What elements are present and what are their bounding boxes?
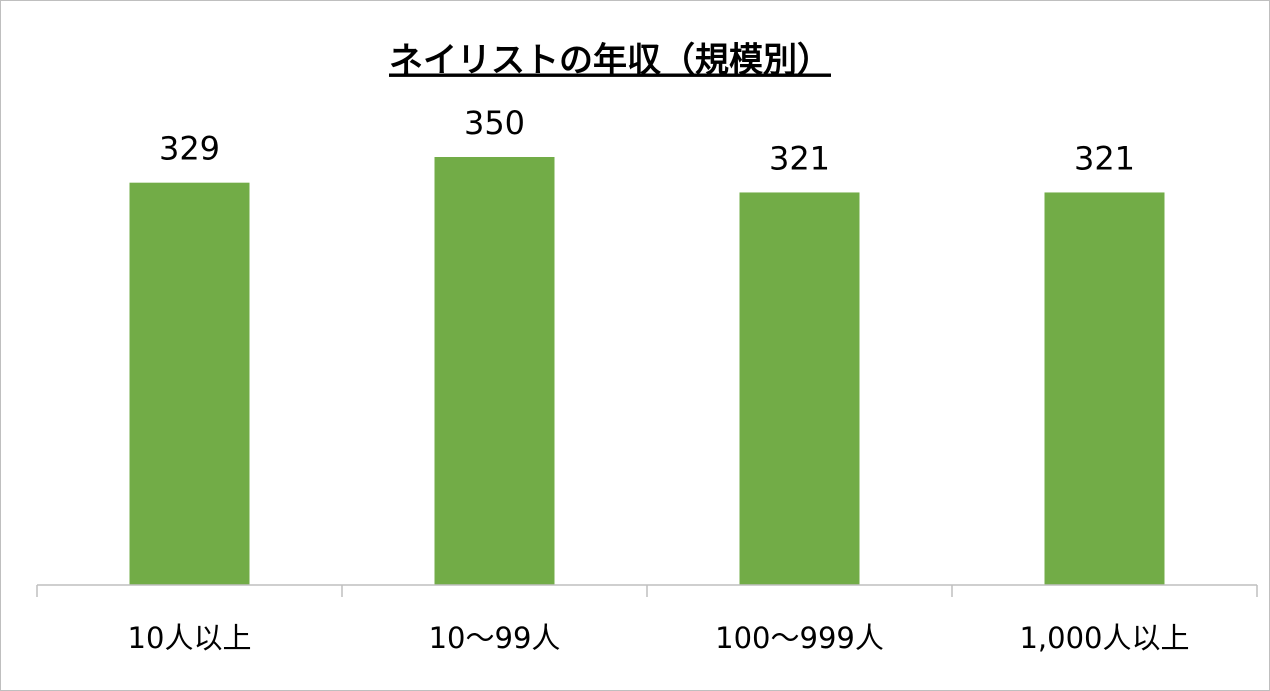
value-label: 321 [1074, 139, 1135, 177]
value-label: 350 [464, 104, 525, 142]
value-label: 329 [159, 130, 220, 168]
chart-title: ネイリストの年収（規模別） [389, 41, 831, 81]
bar [1044, 192, 1165, 585]
bar [434, 157, 555, 585]
bar [739, 192, 860, 585]
x-tick-label: 100〜999人 [715, 621, 884, 655]
bar [129, 182, 250, 585]
value-label: 321 [769, 139, 830, 177]
x-tick-label: 10〜99人 [429, 621, 561, 655]
x-tick-label: 10人以上 [128, 621, 252, 655]
x-tick-label: 1,000人以上 [1019, 621, 1189, 655]
